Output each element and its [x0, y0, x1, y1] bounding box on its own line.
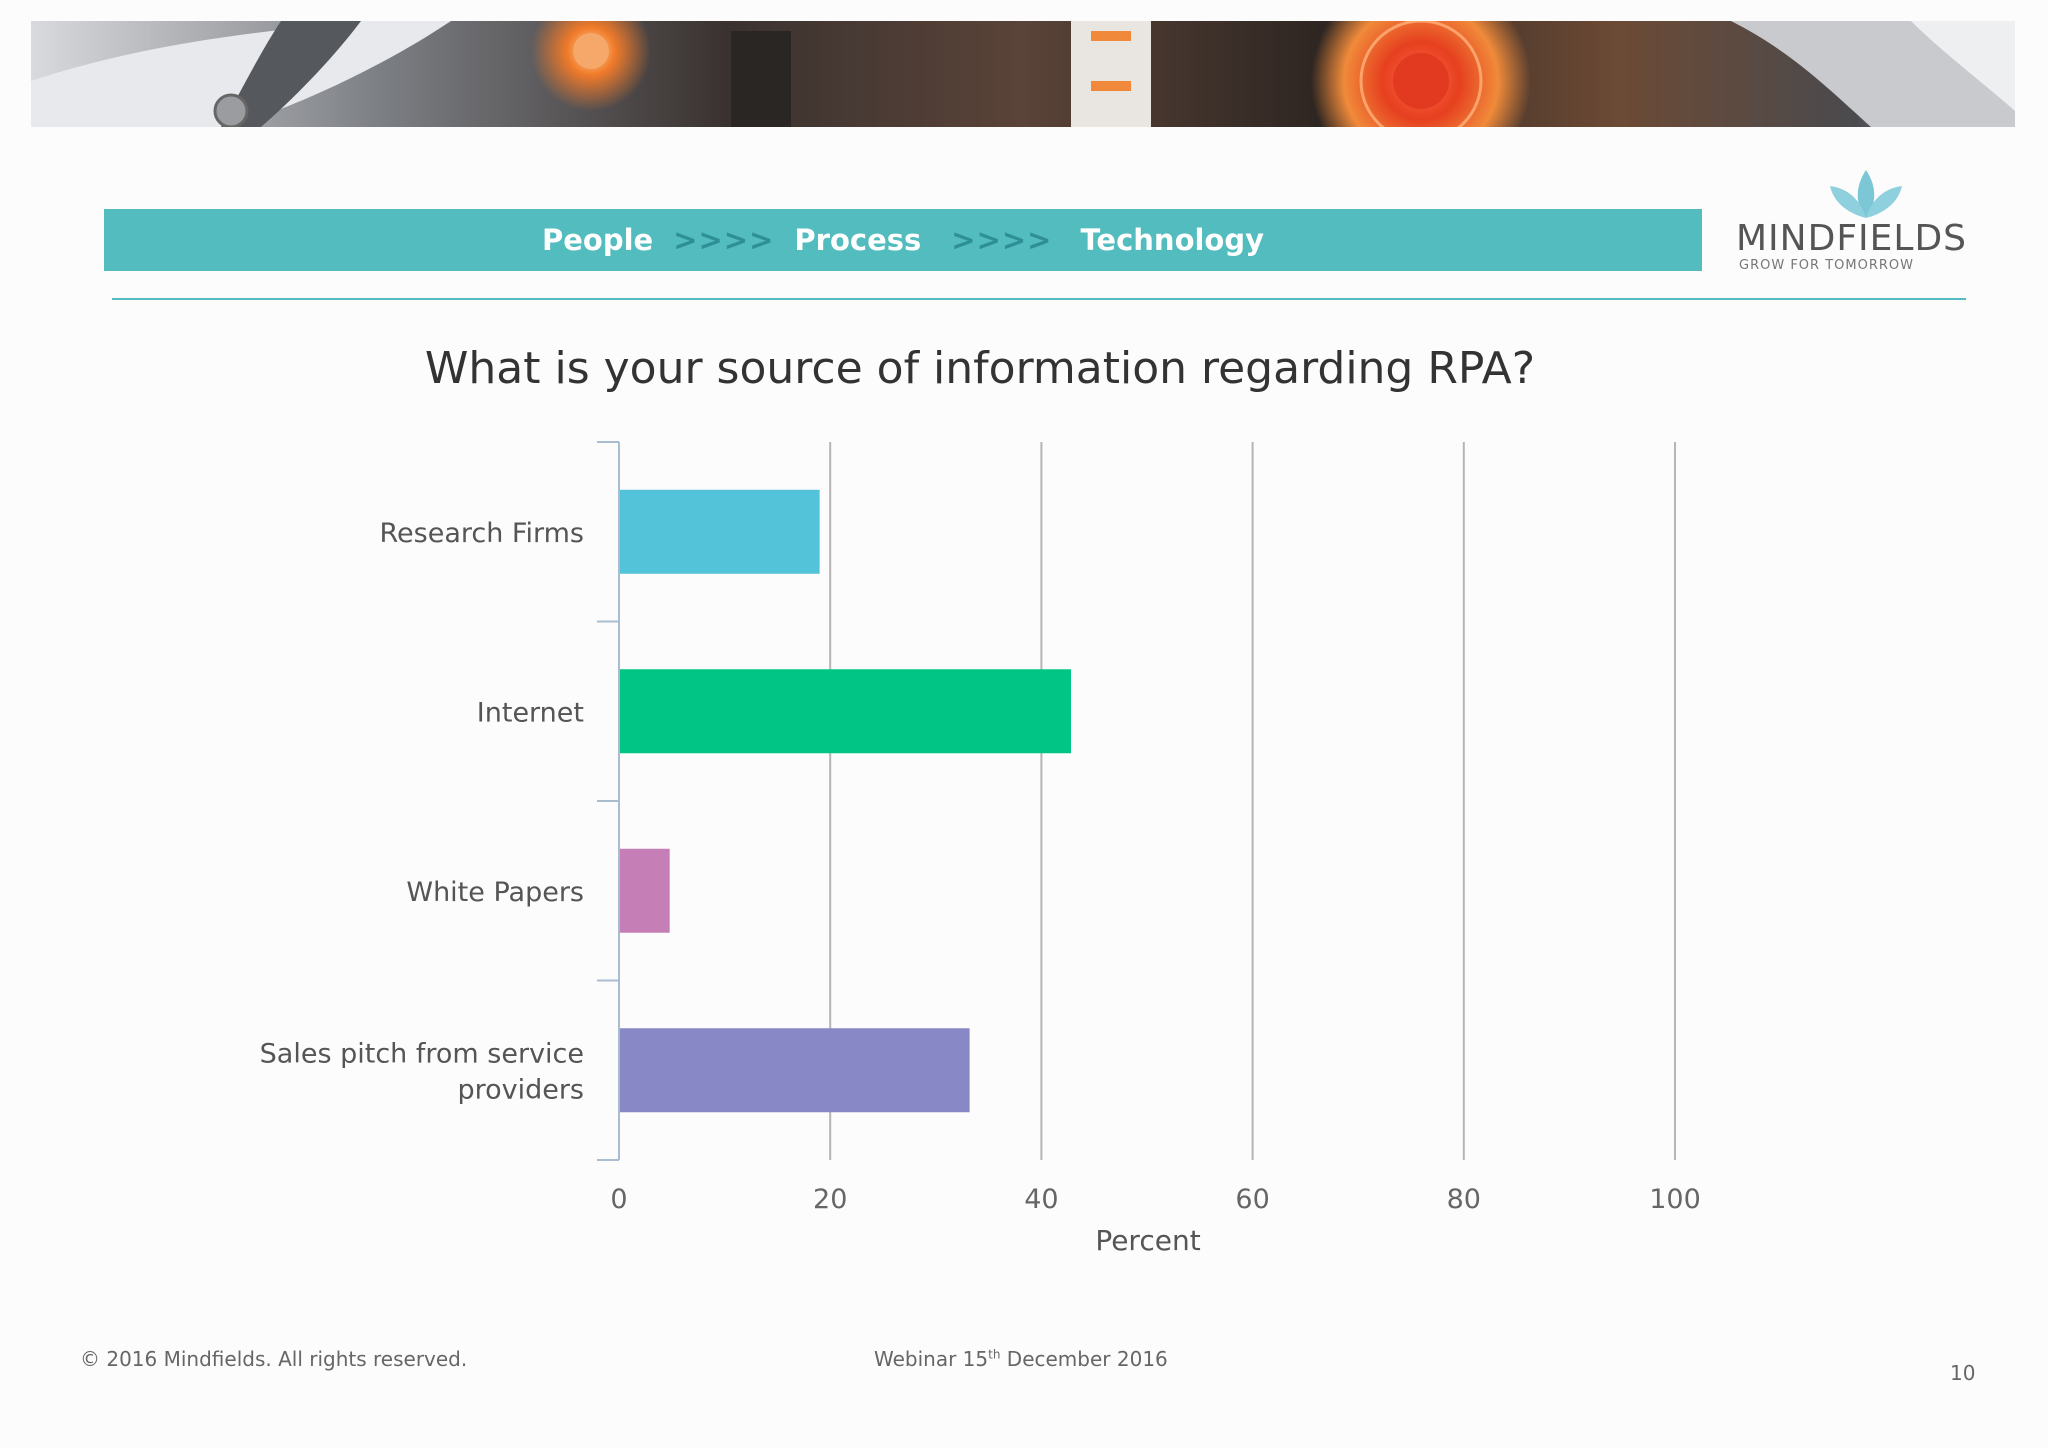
bar-research-firms [620, 490, 820, 574]
bars [620, 490, 1071, 1113]
footer-webinar-prefix: Webinar 15 [874, 1347, 988, 1371]
x-tick-label: 80 [1447, 1184, 1481, 1215]
x-tick-label: 100 [1649, 1184, 1701, 1215]
category-label: Research Firms [380, 518, 585, 549]
footer-webinar-date: Webinar 15th December 2016 [874, 1347, 1168, 1371]
footer-webinar-sup: th [988, 1347, 1000, 1361]
footer-copyright: © 2016 Mindfields. All rights reserved. [80, 1347, 467, 1371]
bar-chart: Research Firms Internet White Papers Sales … [0, 0, 2048, 1448]
footer-webinar-suffix: December 2016 [1000, 1347, 1167, 1371]
y-axis [597, 442, 619, 1160]
category-label: White Papers [406, 877, 584, 908]
x-axis-label: Percent [1095, 1224, 1200, 1257]
category-labels: Research Firms Internet White Papers Sales … [260, 518, 584, 1106]
bar-internet [620, 669, 1071, 753]
x-tick-labels: 0 20 40 60 80 100 [610, 1184, 1700, 1215]
category-label: Internet [477, 697, 584, 728]
x-tick-label: 20 [813, 1184, 847, 1215]
x-tick-label: 0 [610, 1184, 627, 1215]
bar-sales-pitch-from-service-providers [620, 1028, 970, 1112]
x-tick-label: 60 [1235, 1184, 1269, 1215]
bar-white-papers [620, 849, 670, 933]
category-label: Sales pitch from service providers [260, 1038, 584, 1105]
page-number: 10 [1950, 1361, 1975, 1385]
x-tick-label: 40 [1024, 1184, 1058, 1215]
